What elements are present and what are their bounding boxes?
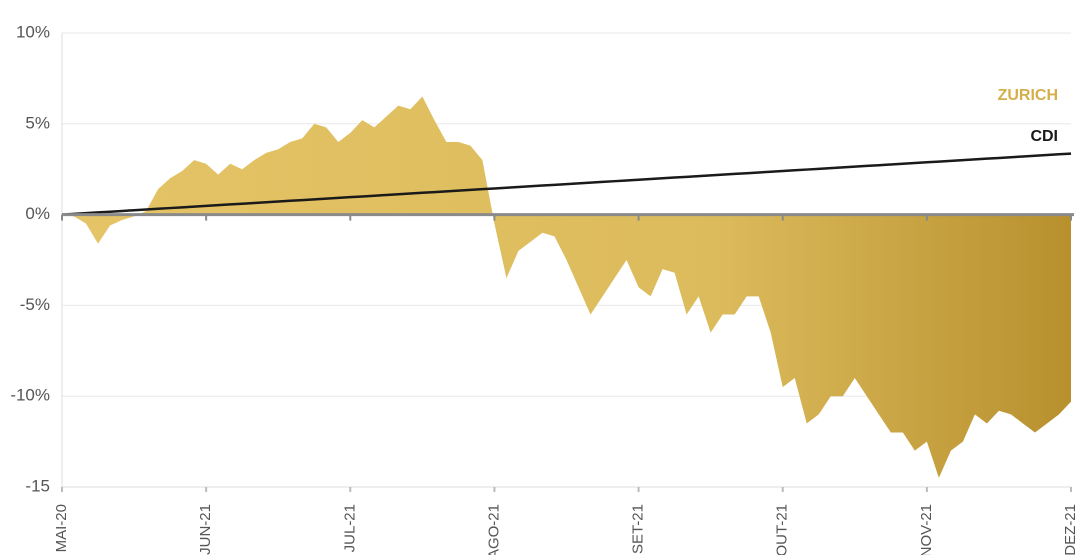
y-tick-label: -5% <box>20 295 50 314</box>
x-tick-label: DEZ-21 <box>1062 504 1075 555</box>
y-tick-label: -10% <box>10 386 50 405</box>
y-tick-label: 10% <box>16 22 50 41</box>
x-tick-label: SET-21 <box>630 504 647 554</box>
x-tick-label: JUN-21 <box>197 504 214 555</box>
y-tick-label: 5% <box>25 113 50 132</box>
legend-label: CDI <box>1030 128 1058 145</box>
y-tick-label: 0% <box>25 204 50 223</box>
x-tick-label: OUT-21 <box>774 504 791 555</box>
legend-label: ZURICH <box>998 87 1058 104</box>
x-tick-label: JUL-21 <box>341 504 358 552</box>
x-tick-label: AGO-21 <box>485 504 502 555</box>
area <box>62 96 1071 478</box>
line <box>61 152 1072 216</box>
x-tick-label: NOV-21 <box>918 504 935 555</box>
x-tick-label: MAI-20 <box>53 504 70 552</box>
y-tick-label: -15 <box>25 476 50 495</box>
